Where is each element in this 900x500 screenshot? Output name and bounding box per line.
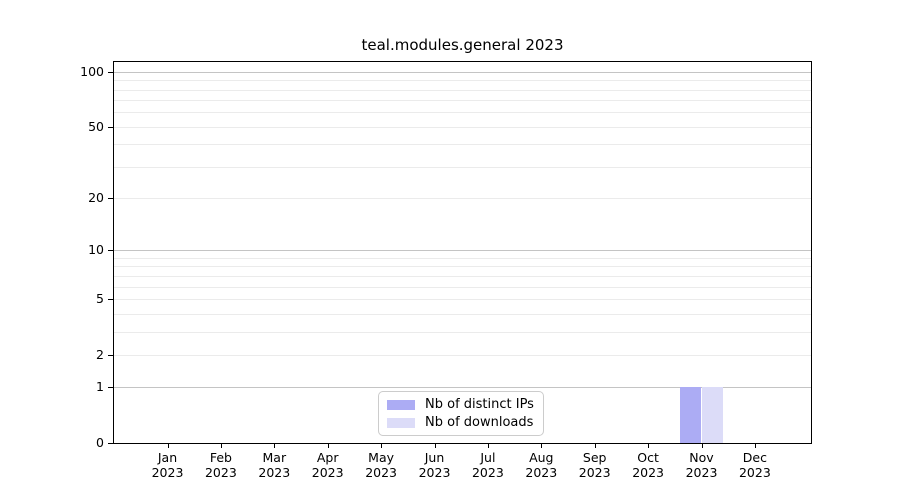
- x-tick-label-dec: Dec 2023: [723, 450, 787, 480]
- gridline-y-90: [114, 80, 811, 82]
- gridline-y-70: [114, 100, 811, 102]
- x-tick-label-sep: Sep 2023: [563, 450, 627, 480]
- bar-nb-of-downloads-nov: [701, 387, 723, 443]
- legend-item-distinct-ips: Nb of distinct IPs: [387, 397, 534, 412]
- y-tick-2: [108, 354, 113, 356]
- x-tick-mar: [274, 443, 276, 448]
- gridline-y-9: [114, 257, 811, 259]
- x-tick-year: 2023: [578, 465, 611, 480]
- y-tick-10: [108, 250, 113, 252]
- x-tick-label-jul: Jul 2023: [456, 450, 520, 480]
- gridline-y-8: [114, 266, 811, 268]
- legend: Nb of distinct IPs Nb of downloads: [378, 391, 544, 436]
- x-tick-aug: [541, 443, 543, 448]
- legend-label-distinct-ips: Nb of distinct IPs: [425, 397, 534, 412]
- bar-layer: [114, 62, 811, 443]
- gridline-y-4: [114, 313, 811, 315]
- x-tick-year: 2023: [311, 465, 344, 480]
- gridline-y-50: [114, 126, 811, 128]
- x-tick-month: Aug: [529, 450, 554, 465]
- gridline-y-6: [114, 286, 811, 288]
- gridline-y-100: [114, 71, 811, 73]
- distinct-ips-swatch: [387, 399, 415, 410]
- x-tick-oct: [648, 443, 650, 448]
- y-tick-1: [108, 387, 113, 389]
- gridline-y-80: [114, 89, 811, 91]
- x-tick-month: Dec: [742, 450, 767, 465]
- x-tick-month: Apr: [316, 450, 339, 465]
- gridline-y-40: [114, 144, 811, 146]
- chart-title: teal.modules.general 2023: [361, 36, 564, 54]
- plot-area: [113, 61, 812, 444]
- y-tick-20: [108, 198, 113, 200]
- x-tick-nov: [701, 443, 703, 448]
- x-tick-month: Nov: [689, 450, 714, 465]
- gridline-y-1: [114, 387, 811, 389]
- x-tick-jun: [434, 443, 436, 448]
- x-tick-year: 2023: [418, 465, 451, 480]
- gridline-y-60: [114, 112, 811, 114]
- gridline-y-5: [114, 298, 811, 300]
- gridline-y-3: [114, 331, 811, 333]
- gridline-y-2: [114, 354, 811, 356]
- x-tick-jul: [487, 443, 489, 448]
- gridline-y-20: [114, 198, 811, 200]
- x-tick-sep: [594, 443, 596, 448]
- gridline-layer: [114, 62, 811, 443]
- x-tick-label-aug: Aug 2023: [509, 450, 573, 480]
- x-tick-month: Jun: [424, 450, 445, 465]
- x-tick-apr: [327, 443, 329, 448]
- legend-label-downloads: Nb of downloads: [425, 415, 534, 430]
- y-tick-0: [108, 443, 113, 444]
- x-tick-month: Feb: [209, 450, 232, 465]
- x-tick-may: [381, 443, 383, 448]
- y-tick-label-2: 2: [96, 346, 104, 362]
- x-tick-dec: [754, 443, 756, 448]
- y-tick-label-50: 50: [88, 118, 104, 134]
- x-tick-year: 2023: [204, 465, 237, 480]
- y-tick-label-20: 20: [88, 190, 104, 206]
- x-tick-month: Oct: [637, 450, 659, 465]
- x-tick-jan: [167, 443, 169, 448]
- gridline-y-7: [114, 275, 811, 277]
- x-tick-month: Jan: [157, 450, 178, 465]
- x-tick-year: 2023: [632, 465, 664, 480]
- x-tick-label-mar: Mar 2023: [242, 450, 306, 480]
- x-tick-month: Sep: [582, 450, 607, 465]
- gridline-y-30: [114, 166, 811, 168]
- x-tick-year: 2023: [258, 465, 291, 480]
- x-tick-year: 2023: [471, 465, 504, 480]
- x-tick-label-may: May 2023: [349, 450, 413, 480]
- x-tick-month: Mar: [262, 450, 287, 465]
- y-tick-label-5: 5: [96, 290, 104, 306]
- x-tick-month: May: [368, 450, 395, 465]
- legend-item-downloads: Nb of downloads: [387, 415, 534, 430]
- y-tick-50: [108, 126, 113, 128]
- x-tick-month: Jul: [480, 450, 496, 465]
- y-tick-100: [108, 71, 113, 73]
- x-tick-label-apr: Apr 2023: [296, 450, 360, 480]
- x-tick-year: 2023: [151, 465, 184, 480]
- y-tick-5: [108, 298, 113, 300]
- x-tick-year: 2023: [365, 465, 397, 480]
- x-tick-year: 2023: [738, 465, 771, 480]
- x-tick-label-nov: Nov 2023: [670, 450, 734, 480]
- y-tick-label-100: 100: [80, 63, 104, 79]
- x-tick-year: 2023: [525, 465, 558, 480]
- y-tick-label-10: 10: [88, 242, 104, 258]
- bar-nb-of-distinct-ips-nov: [680, 387, 702, 443]
- downloads-swatch: [387, 417, 415, 428]
- x-tick-label-jan: Jan 2023: [136, 450, 200, 480]
- y-tick-label-1: 1: [96, 379, 104, 395]
- x-tick-feb: [220, 443, 222, 448]
- y-tick-label-0: 0: [96, 435, 104, 450]
- x-tick-label-oct: Oct 2023: [616, 450, 680, 480]
- x-tick-label-jun: Jun 2023: [403, 450, 467, 480]
- x-tick-year: 2023: [685, 465, 718, 480]
- x-tick-label-feb: Feb 2023: [189, 450, 253, 480]
- gridline-y-10: [114, 250, 811, 252]
